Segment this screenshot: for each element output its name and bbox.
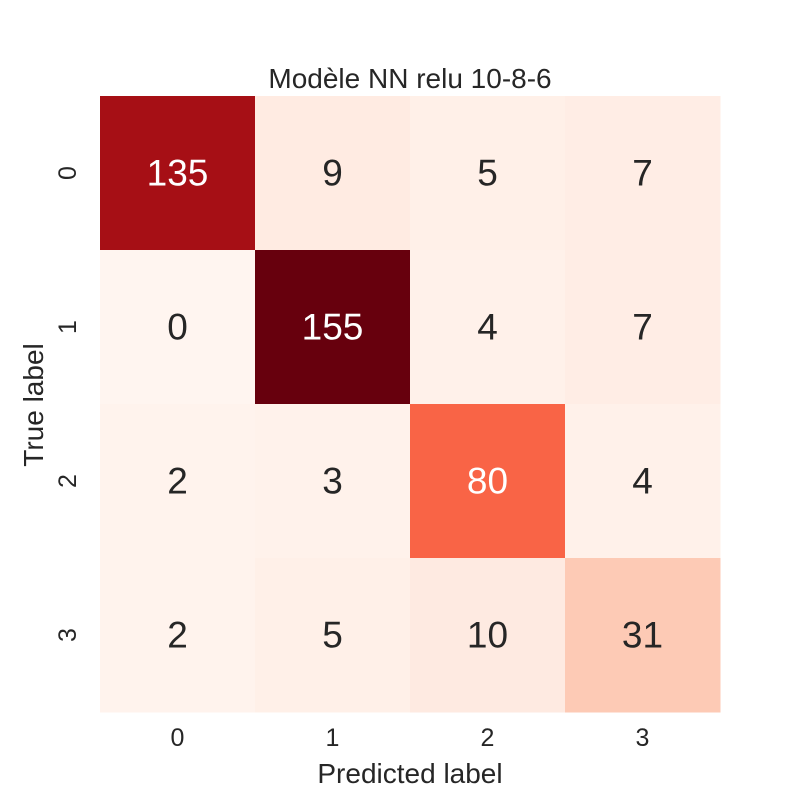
heatmap-cell [255,96,411,251]
y-tick-label: 2 [54,474,82,488]
heatmap-cell [410,96,566,251]
cell-value-label: 155 [302,307,364,348]
heatmap-cell [100,404,256,559]
cell-value-label: 9 [322,153,343,194]
cell-value-label: 2 [167,615,188,656]
cell-value-label: 0 [167,307,188,348]
heatmap-cell [565,558,721,713]
heatmap-cell [255,558,411,713]
heatmap-cell [565,404,721,559]
chart-title: Modèle NN relu 10-8-6 [268,63,551,94]
heatmap-cell [100,96,256,251]
cell-value-label: 2 [167,461,188,502]
heatmap-cell [410,250,566,405]
cell-value-label: 10 [467,615,508,656]
x-tick-label: 2 [481,724,495,752]
cell-value-label: 5 [477,153,498,194]
cell-value-label: 4 [477,307,498,348]
x-axis-label: Predicted label [317,758,502,789]
cell-value-label: 7 [632,307,653,348]
y-tick-label: 3 [54,628,82,642]
y-tick-label: 1 [54,320,82,334]
heatmap-cells: 135 9 5 7 0 155 4 7 2 3 80 4 2 5 10 31 [100,96,721,713]
heatmap-cell [410,558,566,713]
y-tick-labels: 0 1 2 3 [54,166,82,642]
y-axis-label: True label [18,343,49,466]
cell-value-label: 80 [467,461,508,502]
cell-value-label: 5 [322,615,343,656]
x-tick-label: 3 [636,724,650,752]
heatmap-cell [410,404,566,559]
heatmap-cell [565,96,721,251]
cell-value-label: 4 [632,461,653,502]
x-tick-label: 1 [326,724,340,752]
x-tick-label: 0 [171,724,185,752]
heatmap-cell [100,250,256,405]
heatmap-cell [255,250,411,405]
heatmap-cell [565,250,721,405]
cell-value-label: 31 [622,615,663,656]
x-tick-labels: 0 1 2 3 [171,724,650,752]
heatmap-cell [100,558,256,713]
cell-value-label: 7 [632,153,653,194]
heatmap-cell [255,404,411,559]
y-tick-label: 0 [54,166,82,180]
cell-value-label: 135 [147,153,209,194]
cell-value-label: 3 [322,461,343,502]
